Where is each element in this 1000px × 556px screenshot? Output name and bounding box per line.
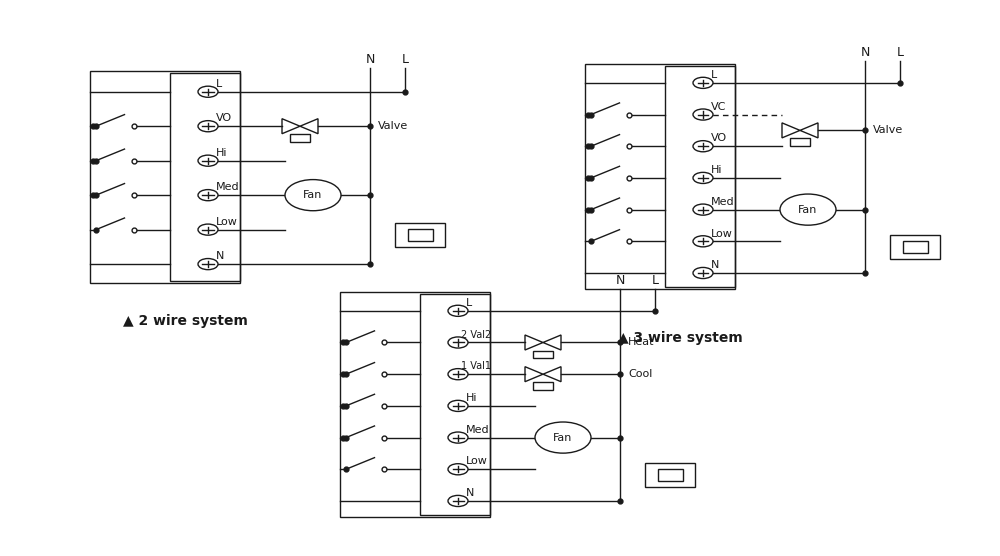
Text: ▲ 3 wire system: ▲ 3 wire system (618, 331, 742, 345)
Circle shape (693, 141, 713, 152)
Circle shape (693, 267, 713, 279)
Circle shape (285, 180, 341, 211)
Text: Heat: Heat (628, 337, 654, 348)
Circle shape (198, 155, 218, 166)
Bar (658, 469, 683, 481)
Circle shape (448, 432, 468, 443)
Text: L: L (466, 298, 472, 308)
Bar (533, 350, 553, 358)
Bar (90, 71, 240, 283)
Text: Fan: Fan (798, 205, 818, 215)
Text: VO: VO (711, 133, 727, 143)
Text: Med: Med (711, 197, 735, 207)
Text: L: L (711, 70, 717, 80)
Bar (340, 292, 490, 517)
Bar (290, 134, 310, 142)
Circle shape (693, 172, 713, 183)
Circle shape (448, 337, 468, 348)
Bar (408, 229, 432, 241)
Bar (395, 224, 445, 247)
Circle shape (535, 422, 591, 453)
Text: L: L (896, 46, 904, 59)
Circle shape (693, 236, 713, 247)
Text: VC: VC (711, 102, 726, 112)
Bar (585, 64, 735, 289)
Circle shape (198, 259, 218, 270)
Text: Cool: Cool (628, 369, 652, 379)
Bar (533, 382, 553, 390)
Text: Valve: Valve (378, 121, 408, 131)
Bar (890, 235, 940, 259)
Bar (645, 463, 695, 486)
Circle shape (448, 495, 468, 507)
Circle shape (448, 369, 468, 380)
Circle shape (198, 86, 218, 97)
Text: Hi: Hi (711, 165, 722, 175)
Text: L: L (402, 53, 409, 66)
Bar (790, 138, 810, 146)
Circle shape (448, 305, 468, 316)
Text: Hi: Hi (466, 393, 478, 403)
Bar (665, 66, 735, 287)
Bar (170, 73, 240, 281)
Text: Low: Low (216, 217, 238, 227)
Text: N: N (711, 260, 719, 270)
Text: Fan: Fan (303, 190, 323, 200)
Bar (903, 241, 928, 253)
Text: 2 Val2: 2 Val2 (461, 330, 491, 340)
Circle shape (198, 190, 218, 201)
Text: L: L (652, 274, 658, 287)
Circle shape (693, 77, 713, 88)
Text: Valve: Valve (873, 126, 903, 135)
Circle shape (198, 121, 218, 132)
Text: N: N (860, 46, 870, 59)
Text: ▲ 2 wire system: ▲ 2 wire system (123, 314, 247, 328)
Text: N: N (466, 488, 474, 498)
Circle shape (448, 400, 468, 411)
Text: N: N (365, 53, 375, 66)
Circle shape (448, 464, 468, 475)
Circle shape (198, 224, 218, 235)
Text: 1 Val1: 1 Val1 (461, 361, 491, 371)
Text: Fan: Fan (553, 433, 573, 443)
Circle shape (693, 204, 713, 215)
Text: Low: Low (711, 229, 733, 239)
Circle shape (693, 109, 713, 120)
Text: Hi: Hi (216, 148, 228, 158)
Text: L: L (216, 79, 222, 89)
Text: N: N (615, 274, 625, 287)
Bar (420, 294, 490, 515)
Text: Med: Med (216, 182, 240, 192)
Text: Med: Med (466, 425, 490, 435)
Text: N: N (216, 251, 224, 261)
Text: Low: Low (466, 456, 488, 466)
Circle shape (780, 194, 836, 225)
Text: VO: VO (216, 113, 232, 123)
